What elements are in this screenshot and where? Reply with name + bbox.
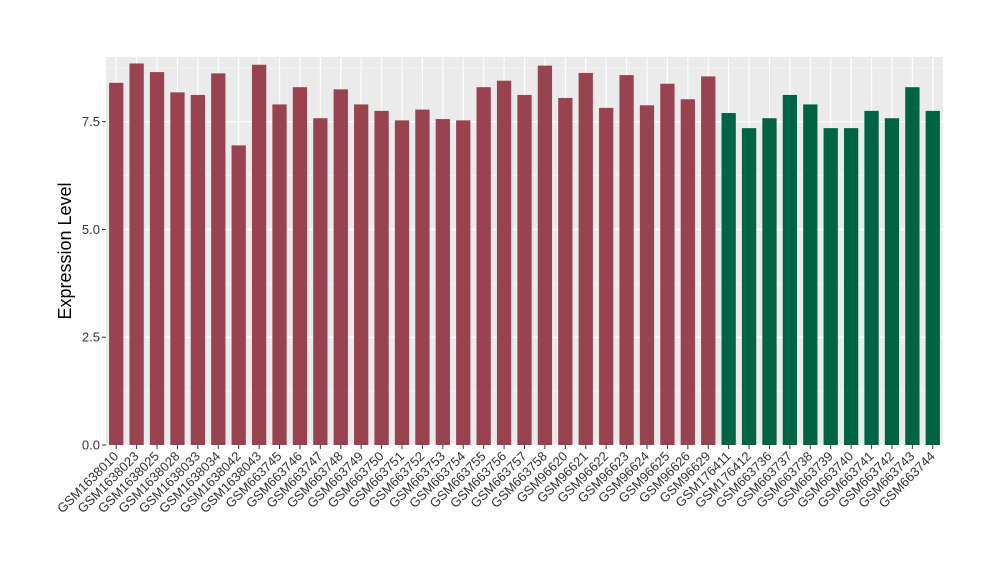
y-axis: 0.0 2.5 5.0 7.5	[82, 114, 106, 453]
bar-gsm96621	[578, 72, 593, 445]
bar-gsm96626	[680, 99, 695, 445]
bar-gsm663737	[782, 94, 798, 445]
bar-gsm663758	[537, 65, 553, 445]
bar-gsm96623	[619, 75, 634, 446]
bar-gsm663743	[905, 87, 920, 445]
bar-gsm663752	[415, 109, 430, 446]
bar-gsm663751	[394, 120, 410, 445]
bar-gsm663739	[823, 128, 838, 445]
bar-gsm1638028	[170, 92, 185, 446]
bar-gsm663740	[843, 128, 859, 445]
bar-gsm663738	[803, 104, 818, 445]
bar-gsm663748	[333, 89, 348, 445]
bar-gsm96629	[701, 76, 716, 446]
bar-gsm663746	[292, 87, 308, 445]
bars	[109, 63, 940, 446]
y-tick-label: 7.5	[82, 114, 100, 129]
bar-gsm1638034	[211, 73, 226, 445]
bar-gsm663741	[864, 110, 879, 445]
y-tick-label: 5.0	[82, 222, 100, 237]
bar-gsm663747	[313, 118, 328, 446]
bar-gsm663753	[435, 119, 450, 445]
bar-gsm176412	[741, 128, 757, 445]
bar-gsm663749	[354, 104, 369, 445]
bar-gsm663750	[374, 110, 389, 445]
bar-gsm96624	[639, 105, 655, 445]
bar-gsm663742	[884, 118, 900, 446]
y-axis-title: Expression Level	[55, 182, 75, 319]
bar-gsm96625	[660, 83, 675, 446]
bar-gsm1638010	[109, 82, 124, 445]
bar-gsm663755	[476, 87, 491, 445]
bar-gsm663756	[496, 80, 512, 445]
bar-gsm663736	[762, 118, 777, 446]
y-tick-label: 2.5	[82, 330, 100, 345]
bar-gsm663745	[272, 104, 287, 445]
bar-gsm96620	[558, 97, 573, 445]
y-tick-label: 0.0	[82, 438, 100, 453]
bar-gsm1638043	[251, 64, 267, 445]
bar-gsm96622	[599, 107, 614, 446]
bar-gsm1638025	[149, 72, 165, 445]
x-axis: GSM1638010GSM1638023GSM1638025GSM1638028…	[54, 445, 938, 516]
bar-gsm1638042	[231, 145, 246, 445]
bar-gsm1638023	[129, 63, 144, 445]
bar-gsm663757	[517, 94, 532, 445]
bar-gsm176411	[721, 113, 736, 446]
bar-gsm1638033	[190, 94, 206, 445]
bar-gsm663744	[925, 110, 940, 445]
bar-gsm663754	[456, 120, 471, 445]
